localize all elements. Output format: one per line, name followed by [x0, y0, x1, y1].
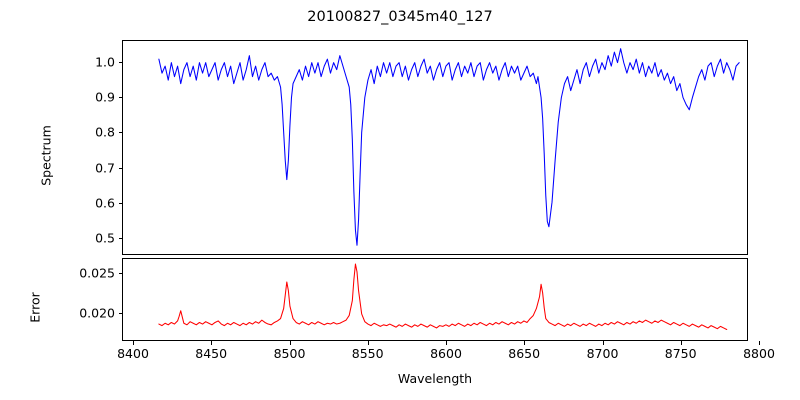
error-panel [122, 258, 748, 341]
xtick-mark [367, 341, 369, 345]
spectrum-panel [122, 40, 748, 255]
x-axis-label: Wavelength [397, 371, 473, 386]
page-title: 20100827_0345m40_127 [307, 9, 493, 25]
error-line-plot [123, 259, 747, 340]
xtick-label: 8550 [351, 346, 384, 361]
spectrum-ytick-mark [118, 202, 122, 204]
xtick-mark [602, 341, 604, 345]
xtick-label: 8450 [195, 346, 228, 361]
xtick-label: 8800 [743, 346, 775, 361]
xtick-mark [133, 341, 134, 345]
spectrum-ytick-label: 0.8 [95, 124, 115, 140]
spectrum-ytick-mark [118, 238, 122, 240]
error-trace [159, 264, 727, 329]
xtick-mark [680, 341, 682, 345]
xtick-mark [759, 341, 760, 345]
xtick-mark [289, 341, 291, 345]
xtick-label: 8600 [430, 346, 462, 361]
spectrum-ytick-label: 0.7 [95, 160, 115, 176]
error-ytick-label: 0.025 [79, 265, 115, 281]
xtick-mark [211, 341, 213, 345]
spectrum-ytick-mark [118, 132, 122, 134]
spectrum-ytick-mark [118, 167, 122, 169]
xtick-mark [446, 341, 447, 345]
spectrum-ytick-mark [118, 97, 122, 99]
error-ytick-label: 0.020 [79, 305, 115, 321]
xtick-label: 8650 [508, 346, 541, 361]
xtick-mark [524, 341, 526, 345]
error-ytick-mark [118, 272, 122, 274]
spectrum-ytick-label: 0.5 [95, 230, 115, 246]
xtick-label: 8700 [586, 346, 619, 361]
spectrum-ytick-label: 0.6 [95, 195, 115, 211]
spectrum-ytick-label: 0.9 [95, 89, 115, 105]
error-ytick-mark [118, 312, 122, 314]
spectrum-line-plot [123, 41, 747, 254]
spectrum-ytick-label: 1.0 [95, 54, 115, 70]
spectrum-ytick-mark [118, 61, 122, 63]
xtick-label: 8750 [664, 346, 697, 361]
xtick-label: 8500 [273, 346, 306, 361]
xtick-label: 8400 [117, 346, 149, 361]
spectrum-trace [159, 49, 739, 246]
